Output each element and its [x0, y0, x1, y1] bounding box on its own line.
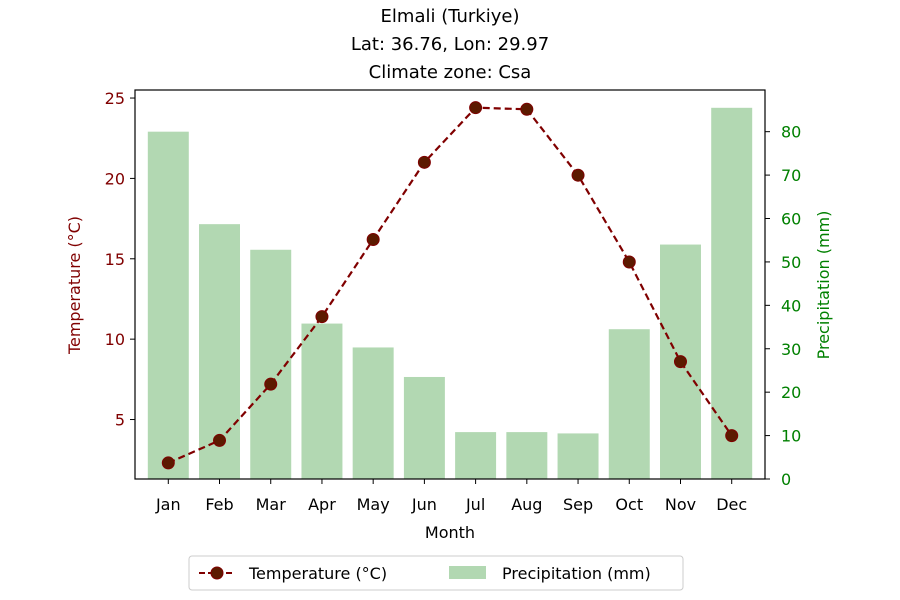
right-y-tick-label: 30: [781, 340, 801, 359]
precipitation-bars: [147, 107, 753, 479]
plot-frame: [134, 89, 766, 480]
chart-title-line-1: Elmali (Turkiye): [381, 6, 520, 27]
x-tick-label: May: [357, 495, 390, 514]
chart-title-line-2: Lat: 36.76, Lon: 29.97: [351, 34, 549, 55]
temp-point-feb: [213, 433, 227, 447]
x-tick-label: Sep: [563, 495, 593, 514]
x-tick-label: Apr: [308, 495, 336, 514]
precip-bar-apr: [301, 323, 343, 479]
legend-precipitation-swatch: [449, 566, 486, 579]
legend: Temperature (°C) Precipitation (mm): [188, 555, 684, 591]
x-axis-label: Month: [425, 523, 475, 542]
temp-point-jul: [469, 101, 483, 115]
temperature-line: [167, 106, 733, 464]
precip-bar-jun: [403, 376, 445, 479]
x-tick-label: Dec: [716, 495, 747, 514]
temperature-series: [161, 101, 739, 470]
temp-point-aug: [520, 102, 534, 116]
legend-precipitation-label: Precipitation (mm): [502, 564, 651, 583]
right-y-axis-label: Precipitation (mm): [814, 211, 833, 360]
x-tick-label: Aug: [511, 495, 542, 514]
left-y-tick-label: 25: [105, 89, 125, 108]
left-y-tick-label: 20: [105, 169, 125, 188]
precip-bar-oct: [608, 329, 650, 479]
x-tick-label: Feb: [205, 495, 233, 514]
temp-point-nov: [673, 355, 687, 369]
right-y-tick-label: 80: [781, 123, 801, 142]
temp-point-oct: [622, 255, 636, 269]
left-y-tick-label: 5: [115, 411, 125, 430]
legend-temperature-label: Temperature (°C): [248, 564, 387, 583]
x-tick-label: Nov: [665, 495, 696, 514]
precip-bar-jul: [455, 432, 497, 479]
chart-title: Elmali (Turkiye) Lat: 36.76, Lon: 29.97 …: [351, 6, 549, 83]
left-y-axis: 5 10 15 20 25: [105, 89, 135, 430]
temp-point-sep: [571, 168, 585, 182]
right-y-tick-label: 0: [781, 470, 791, 489]
temp-point-dec: [725, 429, 739, 443]
x-tick-label: Mar: [256, 495, 287, 514]
temp-point-mar: [264, 377, 278, 391]
right-y-tick-label: 10: [781, 427, 801, 446]
legend-temperature-marker: [210, 566, 224, 580]
precip-bar-aug: [506, 432, 548, 479]
x-axis: Jan Feb Mar Apr May Jun Jul Aug Sep Oct Nov Dec: [155, 479, 747, 514]
x-tick-label: Jun: [411, 495, 437, 514]
right-y-tick-label: 60: [781, 210, 801, 229]
left-y-axis-label: Temperature (°C): [65, 216, 84, 355]
precip-bar-jan: [147, 131, 189, 479]
chart-title-line-3: Climate zone: Csa: [369, 62, 532, 83]
right-y-tick-label: 70: [781, 166, 801, 185]
precip-bar-sep: [557, 433, 599, 479]
right-y-tick-label: 50: [781, 253, 801, 272]
temp-point-may: [366, 232, 380, 246]
x-tick-label: Oct: [615, 495, 643, 514]
legend-box: [188, 555, 684, 591]
left-y-tick-label: 15: [105, 250, 125, 269]
x-tick-label: Jan: [155, 495, 181, 514]
right-y-tick-label: 40: [781, 296, 801, 315]
temp-point-apr: [315, 310, 329, 324]
right-y-tick-label: 20: [781, 383, 801, 402]
x-tick-label: Jul: [465, 495, 485, 514]
precip-bar-may: [352, 347, 394, 479]
temp-point-jan: [161, 456, 175, 470]
temp-point-jun: [417, 155, 431, 169]
precip-bar-dec: [711, 107, 753, 479]
left-y-tick-label: 10: [105, 330, 125, 349]
right-y-axis: 0 10 20 30 40 50 60 70 80: [765, 123, 801, 489]
